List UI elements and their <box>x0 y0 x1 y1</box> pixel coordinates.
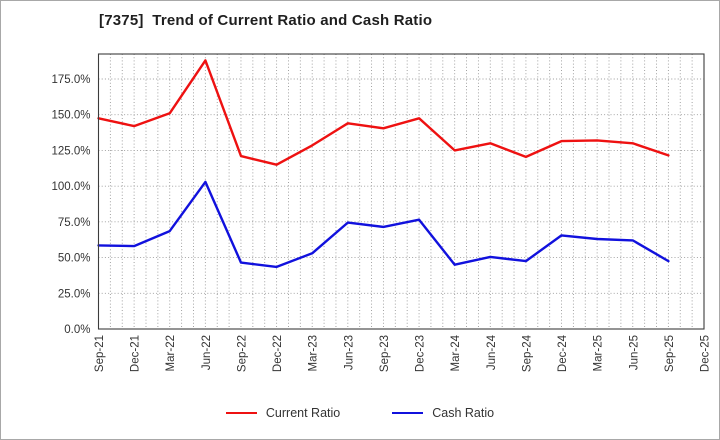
chart-title: [7375] Trend of Current Ratio and Cash R… <box>99 12 433 29</box>
legend-label-current-ratio: Current Ratio <box>265 406 341 420</box>
y-tick-label: 100.0% <box>51 181 90 193</box>
x-tick-label: Dec-25 <box>700 335 712 372</box>
x-tick-label: Jun-25 <box>628 335 640 370</box>
x-tick-label: Sep-21 <box>94 335 106 372</box>
x-tick-label: Jun-24 <box>486 334 498 370</box>
cash-ratio-line-swatch <box>392 412 424 414</box>
x-tick-label: Jun-23 <box>343 335 355 370</box>
y-tick-label: 150.0% <box>51 110 90 122</box>
x-tick-label: Mar-22 <box>165 335 177 371</box>
y-tick-label: 25.0% <box>58 288 91 300</box>
y-tick-label: 50.0% <box>58 253 91 265</box>
x-tick-label: Mar-23 <box>308 335 320 371</box>
x-tick-label: Sep-23 <box>379 335 391 372</box>
legend: Current Ratio Cash Ratio <box>1 406 719 420</box>
x-tick-label: Dec-22 <box>272 335 284 372</box>
legend-item-current-ratio: Current Ratio <box>225 406 341 420</box>
y-tick-label: 75.0% <box>58 217 91 229</box>
series-line-current-ratio <box>97 59 670 166</box>
legend-item-cash-ratio: Cash Ratio <box>392 406 494 420</box>
x-tick-label: Sep-22 <box>236 335 248 372</box>
series-line-cash-ratio <box>97 180 670 269</box>
plot-border <box>97 53 705 330</box>
y-tick-label: 125.0% <box>51 145 90 157</box>
x-tick-label: Dec-23 <box>415 335 427 372</box>
x-tick-label: Dec-21 <box>130 335 142 372</box>
x-tick-label: Mar-24 <box>450 334 462 371</box>
x-tick-label: Jun-22 <box>201 335 213 370</box>
y-tick-label: 175.0% <box>51 74 90 86</box>
current-ratio-line-swatch <box>225 412 257 414</box>
x-tick-label: Sep-25 <box>664 335 676 372</box>
x-tick-label: Dec-24 <box>557 334 569 372</box>
y-tick-label: 0.0% <box>64 324 90 336</box>
x-tick-label: Mar-25 <box>593 335 605 371</box>
x-tick-label: Sep-24 <box>521 334 533 372</box>
legend-label-cash-ratio: Cash Ratio <box>432 406 495 420</box>
